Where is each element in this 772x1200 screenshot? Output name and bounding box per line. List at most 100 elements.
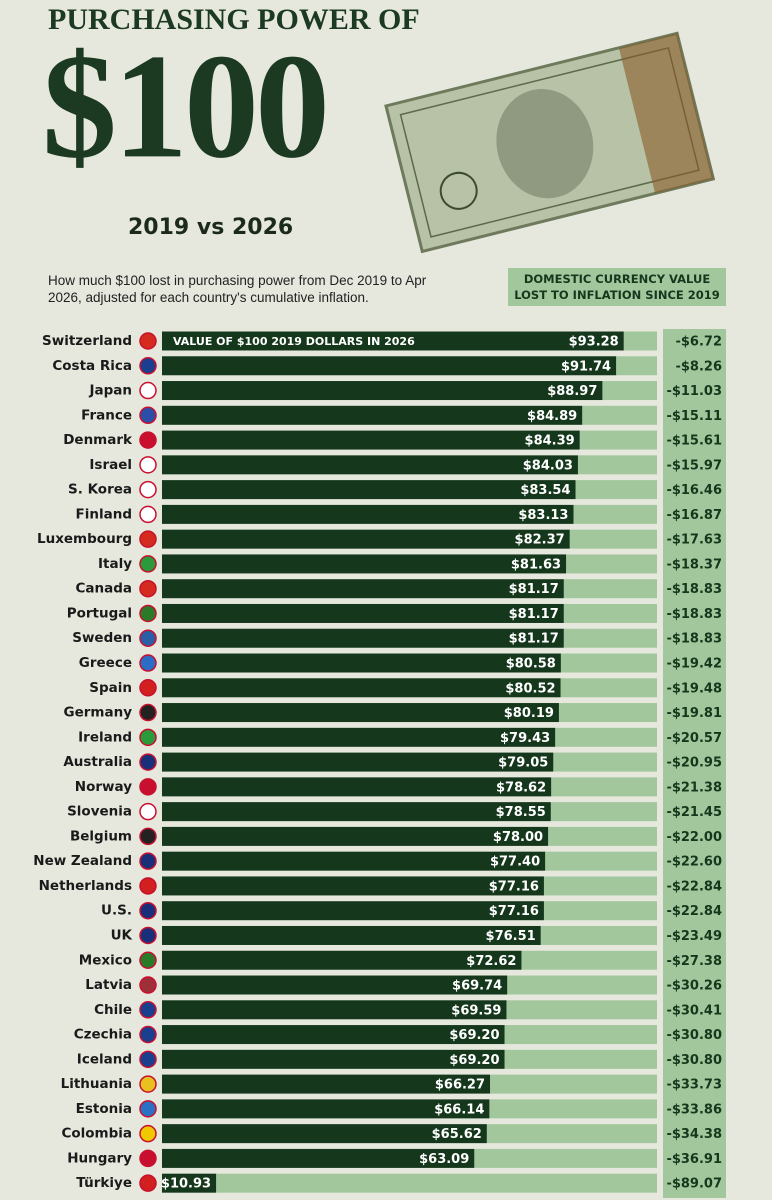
lost-label: -$6.72 <box>675 335 722 350</box>
category-label: France <box>81 407 132 423</box>
bar-lost <box>560 678 657 698</box>
value-label: $80.58 <box>506 657 556 672</box>
category-label: Czechia <box>74 1027 132 1043</box>
value-label: $80.19 <box>504 706 554 721</box>
value-label: $79.05 <box>498 756 548 771</box>
value-label: $83.54 <box>520 483 570 498</box>
flag <box>139 1050 157 1069</box>
bar-lost <box>616 356 657 376</box>
bar-lost <box>489 1099 657 1119</box>
lost-label: -$21.38 <box>666 780 722 795</box>
value-label: $76.51 <box>486 929 536 944</box>
flag <box>139 654 157 672</box>
lost-label: -$33.86 <box>666 1102 722 1117</box>
value-label: $63.09 <box>419 1152 469 1167</box>
value-label: $79.43 <box>500 731 550 746</box>
lost-label: -$19.42 <box>666 657 722 672</box>
flag <box>139 629 157 647</box>
value-label: $78.00 <box>493 830 543 845</box>
bar-lost <box>555 727 657 747</box>
bar-value <box>162 826 549 846</box>
bar-value <box>162 1074 491 1094</box>
category-label: Germany <box>64 705 133 721</box>
value-label: $77.40 <box>490 855 540 870</box>
lost-label: -$18.83 <box>666 607 722 622</box>
value-label: $77.16 <box>489 879 539 894</box>
bar-value <box>162 1124 487 1144</box>
flag <box>139 431 157 449</box>
value-label: $88.97 <box>547 384 597 399</box>
bar-lost <box>543 876 657 896</box>
flag <box>139 951 157 969</box>
bar-lost <box>563 579 657 599</box>
lost-label: -$30.80 <box>666 1053 722 1068</box>
value-label: $84.39 <box>525 434 575 449</box>
flag <box>139 406 157 425</box>
flag <box>139 381 157 400</box>
category-label: Israel <box>89 457 132 473</box>
value-label: $10.93 <box>161 1177 211 1192</box>
flag <box>139 579 157 598</box>
bar-value <box>162 752 554 772</box>
bar-lost <box>548 826 657 846</box>
value-label: $83.13 <box>518 508 568 523</box>
bar-lost <box>560 653 657 673</box>
value-label: $84.89 <box>527 409 577 424</box>
flag <box>139 753 157 771</box>
bar-lost <box>551 777 657 797</box>
flag <box>139 778 157 796</box>
category-label: Spain <box>89 680 132 696</box>
bar-lost <box>563 603 657 623</box>
flag <box>139 852 157 870</box>
category-label: Australia <box>63 754 132 770</box>
bar-lost <box>540 925 657 945</box>
lost-label: -$18.83 <box>666 582 722 597</box>
bar-value <box>162 925 541 945</box>
lost-label: -$15.61 <box>666 434 722 449</box>
lost-label: -$33.73 <box>666 1078 722 1093</box>
lost-label: -$36.91 <box>666 1152 722 1167</box>
flag <box>139 530 157 548</box>
bar-value <box>162 1000 507 1020</box>
bar-value <box>162 653 561 673</box>
value-label: $81.17 <box>509 582 559 597</box>
lost-label: -$20.57 <box>666 731 722 746</box>
value-label: $82.37 <box>515 533 565 548</box>
bill-burn <box>618 33 714 194</box>
lost-label: -$89.07 <box>666 1177 722 1192</box>
bar-value <box>162 504 574 524</box>
bar-lost <box>553 752 657 772</box>
category-label: Lithuania <box>61 1076 132 1092</box>
bill <box>384 31 716 254</box>
bar-value <box>162 975 508 995</box>
category-label: Luxembourg <box>37 531 132 547</box>
description: How much $100 lost in purchasing power f… <box>48 273 427 305</box>
bar-lost <box>623 331 657 351</box>
bar-lost <box>490 1074 657 1094</box>
flag <box>139 1025 157 1044</box>
bill-portrait <box>496 89 594 199</box>
flag <box>139 456 157 474</box>
category-label: Türkiye <box>76 1175 132 1191</box>
value-label: $81.17 <box>509 607 559 622</box>
lost-column-bg <box>663 329 726 1198</box>
lost-label: -$23.49 <box>666 929 722 944</box>
lost-label: -$16.46 <box>666 483 722 498</box>
flag <box>139 555 157 573</box>
flag <box>139 827 157 846</box>
category-label: Iceland <box>77 1051 132 1067</box>
flag <box>139 1174 157 1192</box>
bar-value <box>162 1049 505 1069</box>
bar-value <box>162 1148 475 1168</box>
bar-lost <box>521 950 657 970</box>
lost-label: -$18.37 <box>666 557 722 572</box>
lost-label: -$8.26 <box>675 359 722 374</box>
bar-lost <box>550 802 657 822</box>
flag <box>139 1001 157 1019</box>
bar-lost <box>504 1025 657 1045</box>
value-label: $66.14 <box>434 1102 484 1117</box>
bar-lost <box>573 504 657 524</box>
bar-lost <box>569 529 657 549</box>
bar-value <box>162 405 583 425</box>
